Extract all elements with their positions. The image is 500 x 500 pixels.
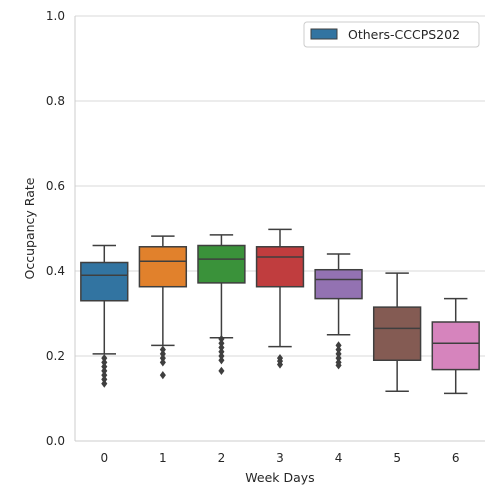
box-iqr xyxy=(314,268,363,300)
outlier-point xyxy=(335,361,342,370)
y-tick-label: 0.6 xyxy=(46,179,65,193)
x-axis-ticks: 0 1 2 3 4 5 6 xyxy=(100,451,459,465)
box-iqr xyxy=(197,244,246,284)
x-tick-label: 5 xyxy=(393,451,401,465)
y-tick-label: 1.0 xyxy=(46,9,65,23)
x-tick-label: 0 xyxy=(100,451,108,465)
y-tick-label: 0.0 xyxy=(46,434,65,448)
legend-swatch xyxy=(310,28,338,40)
outlier-point xyxy=(101,379,108,388)
box-iqr xyxy=(372,306,422,361)
box-group-1 xyxy=(138,235,188,380)
box-group-4 xyxy=(314,253,363,370)
outlier-point xyxy=(159,358,166,367)
x-axis-label: Week Days xyxy=(245,470,314,485)
box-iqr xyxy=(138,246,188,288)
box-group-6 xyxy=(431,297,480,395)
x-tick-label: 6 xyxy=(452,451,460,465)
outlier-point xyxy=(276,360,284,369)
box-group-2 xyxy=(197,234,246,375)
y-tick-label: 0.8 xyxy=(46,94,65,108)
box-iqr xyxy=(255,246,305,288)
legend-frame xyxy=(303,21,480,48)
outlier-point xyxy=(159,371,166,380)
legend: Others-CCCPS202 xyxy=(303,21,480,48)
box-group-3 xyxy=(255,228,305,369)
boxes xyxy=(80,228,480,395)
y-axis-ticks: 0.0 0.2 0.4 0.6 0.8 1.0 xyxy=(46,9,65,448)
y-axis-label: Occupancy Rate xyxy=(22,177,37,279)
x-tick-label: 1 xyxy=(159,451,167,465)
outlier-point xyxy=(218,366,225,375)
box-iqr xyxy=(80,261,129,302)
grid-lines xyxy=(75,15,485,442)
x-tick-label: 2 xyxy=(218,451,226,465)
x-tick-label: 3 xyxy=(276,451,284,465)
y-tick-label: 0.2 xyxy=(46,349,65,363)
outlier-point xyxy=(218,356,225,365)
box-iqr xyxy=(431,321,480,371)
box-group-0 xyxy=(80,244,129,388)
y-tick-label: 0.4 xyxy=(46,264,65,278)
x-tick-label: 4 xyxy=(335,451,343,465)
box-group-5 xyxy=(372,272,422,393)
legend-entry-label: Others-CCCPS202 xyxy=(348,27,460,42)
